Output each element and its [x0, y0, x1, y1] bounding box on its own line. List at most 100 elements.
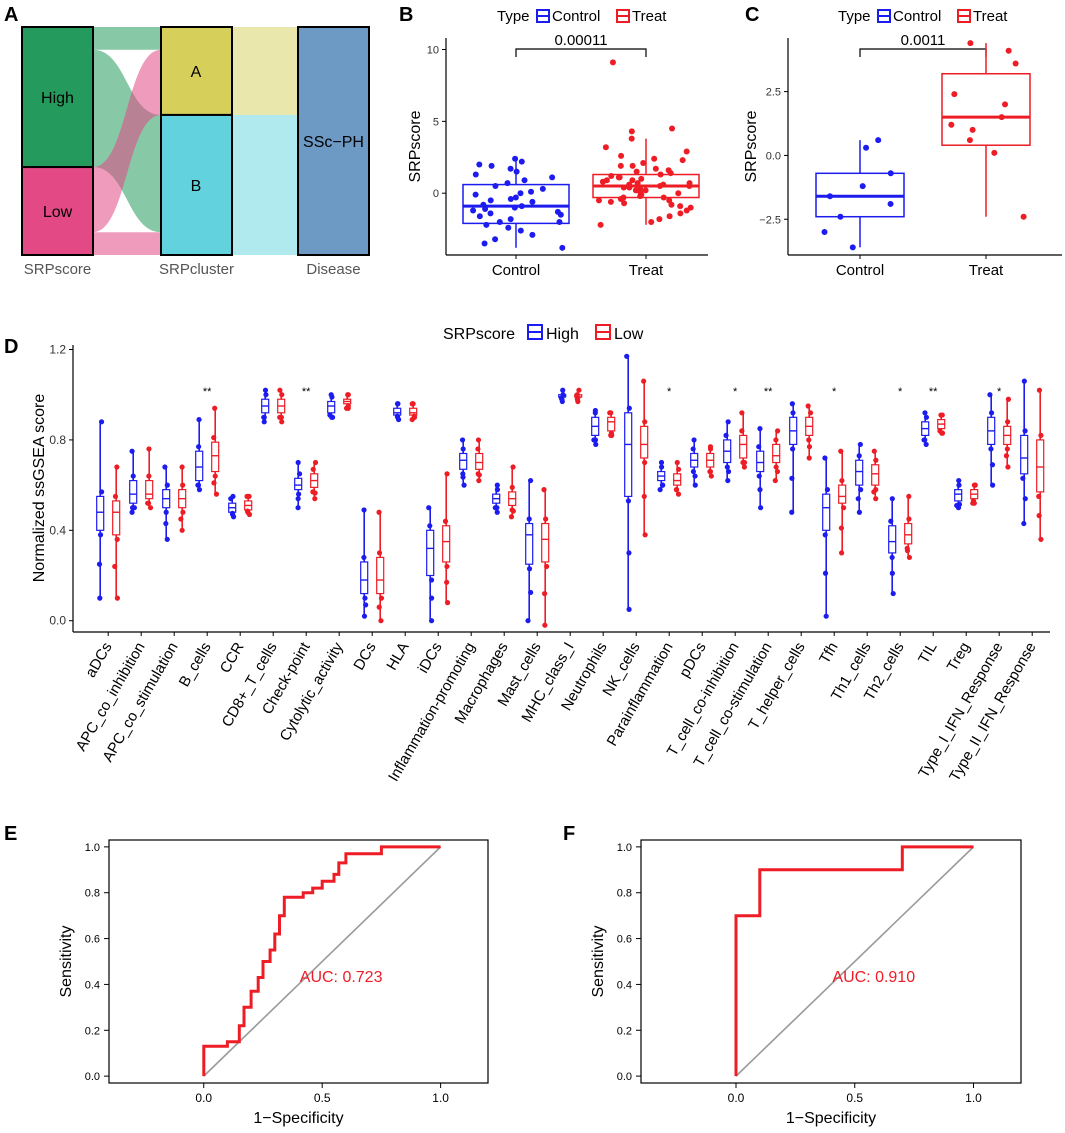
- data-point: [971, 482, 978, 488]
- stratum-label: High: [41, 90, 74, 107]
- box: [541, 522, 550, 563]
- data-point: [362, 595, 368, 601]
- stratum-disease: [297, 26, 370, 256]
- data-point: [904, 548, 911, 554]
- data-point: [1036, 493, 1042, 500]
- y-tick-label: 0.0: [766, 150, 781, 162]
- data-point: [889, 496, 895, 502]
- data-point: [757, 426, 763, 432]
- data-point: [677, 210, 684, 217]
- y-tick-label: 0: [433, 188, 439, 200]
- data-point: [668, 201, 675, 208]
- data-point: [129, 448, 135, 454]
- alluvial-flow-Low-A: [93, 49, 161, 233]
- data-point: [676, 466, 682, 472]
- data-point: [196, 416, 202, 423]
- stratum-label: B: [191, 178, 202, 195]
- data-point: [859, 183, 866, 190]
- data-point: [707, 468, 714, 475]
- box: [888, 525, 897, 554]
- x-tick-label: aDCs: [82, 640, 115, 681]
- data-point: [179, 464, 185, 470]
- x-tick-label: B_cells: [176, 640, 215, 690]
- stratum-label: SSc−PH: [303, 134, 364, 151]
- data-point: [512, 155, 519, 162]
- data-point: [1012, 60, 1019, 67]
- data-point: [196, 487, 203, 493]
- data-point: [626, 405, 632, 411]
- box: [1036, 439, 1045, 493]
- data-point: [906, 554, 913, 561]
- data-point: [628, 128, 635, 135]
- stratum-label: A: [191, 64, 202, 81]
- data-point: [666, 213, 673, 220]
- data-point: [725, 419, 731, 425]
- significance-bracket: [515, 48, 647, 57]
- box-treat: [941, 72, 1031, 146]
- data-point: [890, 590, 896, 597]
- y-tick-label: 0.4: [617, 979, 632, 991]
- significance-mark: **: [302, 386, 311, 398]
- data-point: [507, 165, 514, 172]
- data-point: [476, 472, 482, 478]
- significance-mark: *: [832, 386, 837, 398]
- data-point: [513, 168, 520, 175]
- data-point: [557, 211, 564, 218]
- data-point: [1038, 432, 1044, 438]
- data-point: [626, 181, 633, 188]
- data-point: [873, 457, 879, 463]
- panel-letters: A B C D E F: [4, 4, 759, 845]
- data-point: [512, 194, 519, 201]
- data-point: [824, 487, 831, 493]
- data-point: [575, 395, 581, 401]
- data-point: [857, 441, 863, 448]
- alluvial-flow-B-disease: [232, 114, 298, 255]
- data-point: [652, 165, 659, 172]
- data-point: [640, 160, 647, 167]
- y-axis-label: Sensitivity: [590, 925, 607, 997]
- data-point: [1005, 464, 1011, 470]
- data-point: [741, 464, 747, 470]
- stratum-label: Low: [43, 204, 73, 221]
- data-point: [296, 471, 303, 477]
- panel-letter-a: A: [4, 4, 18, 26]
- data-point: [146, 473, 152, 479]
- significance-mark: **: [929, 386, 938, 398]
- panel-letter-e: E: [4, 823, 17, 845]
- legend-label-control: Control: [552, 8, 600, 25]
- data-point: [773, 437, 779, 443]
- data-point: [163, 520, 169, 527]
- data-point: [444, 563, 450, 570]
- plot-frame: [640, 839, 1022, 1084]
- data-point: [460, 446, 466, 452]
- roc-curve: [202, 845, 441, 1077]
- data-point: [887, 170, 894, 177]
- x-axis-label: 1−Specificity: [253, 1110, 343, 1127]
- data-point: [277, 387, 283, 393]
- box: [294, 477, 303, 491]
- x-tick-label: Tfh: [816, 640, 842, 667]
- data-point: [807, 410, 814, 416]
- data-point: [651, 155, 658, 162]
- legend-label-control: Control: [893, 8, 941, 25]
- data-point: [756, 444, 762, 450]
- data-point: [488, 162, 495, 169]
- data-point: [642, 187, 649, 194]
- box: [624, 412, 633, 498]
- data-point: [822, 455, 828, 461]
- data-point: [1036, 513, 1042, 519]
- data-point: [472, 191, 479, 198]
- data-point: [510, 508, 516, 514]
- data-point: [855, 496, 861, 502]
- significance-mark: *: [667, 386, 672, 398]
- data-point: [541, 487, 547, 493]
- data-point: [823, 613, 829, 619]
- data-point: [312, 496, 318, 502]
- data-point: [295, 505, 301, 511]
- data-point: [459, 437, 466, 443]
- panel-letter-c: C: [745, 4, 759, 26]
- data-point: [773, 464, 779, 470]
- data-point: [508, 514, 515, 520]
- box: [112, 500, 121, 536]
- data-point: [837, 213, 844, 220]
